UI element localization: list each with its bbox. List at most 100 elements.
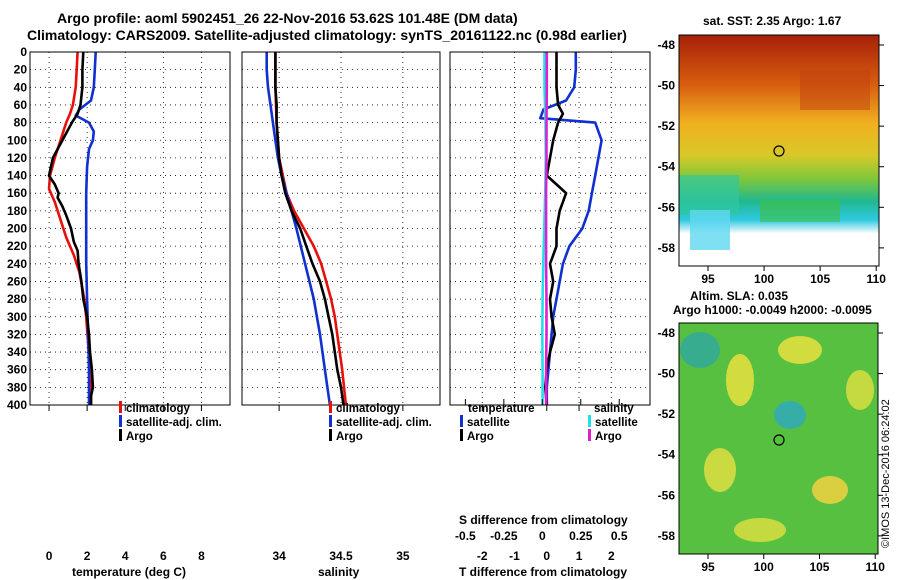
t-legend-swatch-argo [460,429,463,441]
sal-legend-label-satellite: satellite-adj. clim. [336,417,432,429]
sst-map-title: sat. SST: 2.35 Argo: 1.67 [703,14,842,28]
lat-label-1: -50 [658,79,676,93]
s-legend-label-argo: Argo [595,431,622,443]
series-argo [274,52,345,406]
legend-swatch-satellite [119,415,122,427]
legend-title-salinity: salinity [594,403,634,415]
depth-label-400: 400 [7,398,27,412]
sla-blob-7 [734,518,786,542]
stick-label-3: 0.25 [569,529,593,543]
series-s-argo [544,52,549,405]
lat-label-3: -54 [658,448,676,462]
lon-label-0: 95 [701,272,715,286]
lon-label-3: 110 [866,560,886,574]
stick-label-1: -0.25 [490,529,518,543]
sla-blob-8 [846,370,874,410]
sla-map-frame [678,322,879,555]
difference-legend: temperature satellite Argo salinity sate… [460,403,638,443]
depth-label-340: 340 [7,345,27,359]
depth-label-140: 140 [7,169,27,183]
xtick-label-0: 0 [46,549,53,563]
depth-label-260: 260 [7,274,27,288]
salinity-xlabel: salinity [318,565,360,579]
sst-map-warm-patch [800,70,870,110]
temperature-frame [29,51,231,406]
s-legend-swatch-satellite [588,415,591,427]
depth-label-0: 0 [20,45,27,59]
lon-label-1: 100 [754,272,774,286]
legend-label-argo: Argo [126,431,153,443]
xtick-label-4: 2 [608,549,615,563]
sst-map: sat. SST: 2.35 Argo: 1.67 -48 -50 -52 -54 -5… [658,14,887,286]
sla-blob-5 [812,476,848,504]
difference-frame [449,51,651,406]
lon-label-1: 100 [754,560,774,574]
xtick-label-3: 1 [576,549,583,563]
salinity-legend: climatology satellite-adj. clim. Argo [329,401,432,443]
sla-map-subtitle: Argo h1000: -0.0049 h2000: -0.0095 [673,303,872,317]
temperature-legend: climatology satellite-adj. clim. Argo [119,401,222,443]
sla-map-title: Altim. SLA: 0.035 [690,289,788,303]
xtick-label-3: 6 [160,549,167,563]
s-legend-swatch-argo [588,429,591,441]
depth-label-20: 20 [14,63,28,77]
lat-label-2: -52 [658,119,676,133]
lat-label-4: -56 [658,488,676,502]
sal-legend-swatch-climatology [329,401,332,413]
legend-label-climatology: climatology [126,403,191,415]
legend-swatch-climatology [119,401,122,413]
legend-title-temperature: temperature [468,403,534,415]
stick-label-4: 0.5 [611,529,628,543]
xtick-label-1: 2 [84,549,91,563]
stick-label-0: -0.5 [455,529,476,543]
series-s-satellite [540,52,548,405]
lon-label-0: 95 [701,560,715,574]
s-legend-label-satellite: satellite [595,417,638,429]
depth-label-220: 220 [7,239,27,253]
t-difference-xlabel: T difference from climatology [459,565,627,579]
legend-label-satellite: satellite-adj. clim. [126,417,222,429]
lon-label-2: 105 [809,560,829,574]
difference-panel: -2 -1 0 1 2 -0.5 -0.25 0 0.25 0.5 T difference f… [449,51,651,579]
depth-label-380: 380 [7,380,27,394]
sla-blob-4 [774,401,806,429]
lat-label-1: -50 [658,367,676,381]
xtick-label-0: -2 [477,549,488,563]
series-argo [47,51,95,405]
depth-label-280: 280 [7,292,27,306]
legend-swatch-argo [119,429,122,441]
lat-label-4: -56 [658,200,676,214]
lat-label-5: -58 [658,529,676,543]
credit-text: ©IMOS 13-Dec-2016 06:24:02 [880,399,892,548]
xtick-label-1: 34.5 [329,549,353,563]
sla-map: Altim. SLA: 0.035 Argo h1000: -0.0049 h2… [658,289,886,574]
sst-map-frame [678,34,880,267]
depth-label-240: 240 [7,257,27,271]
depth-label-100: 100 [7,133,27,147]
sst-map-cyan-patch [690,210,730,250]
depth-label-80: 80 [14,116,28,130]
sal-legend-label-argo: Argo [336,431,363,443]
xtick-label-4: 8 [198,549,205,563]
xtick-label-2: 35 [396,549,410,563]
s-difference-label: S difference from climatology [459,513,628,527]
depth-label-180: 180 [7,204,27,218]
sal-legend-swatch-argo [329,429,332,441]
xtick-label-0: 34 [272,549,286,563]
xtick-label-2: 4 [122,549,129,563]
t-legend-label-argo: Argo [467,431,494,443]
title-line-2: Climatology: CARS2009. Satellite-adjuste… [27,27,627,43]
sst-map-cold-patch [679,175,739,215]
temperature-xlabel: temperature (deg C) [72,565,186,579]
t-legend-swatch-satellite [460,415,463,427]
depth-label-40: 40 [14,80,28,94]
xtick-label-2: 0 [543,549,550,563]
depth-label-160: 160 [7,186,27,200]
lat-label-2: -52 [658,407,676,421]
lat-label-3: -54 [658,160,676,174]
sla-argo-marker [773,434,785,446]
salinity-panel: 34 34.5 35 salinity climatology satellite-… [241,51,441,579]
title-line-1: Argo profile: aoml 5902451_26 22-Nov-201… [57,10,518,26]
lon-label-3: 110 [867,272,887,286]
depth-label-360: 360 [7,363,27,377]
